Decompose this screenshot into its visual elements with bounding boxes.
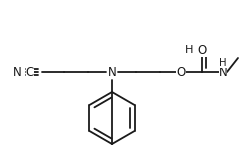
Text: N: N (13, 66, 22, 79)
Text: H: H (219, 58, 227, 68)
Text: N: N (219, 66, 227, 79)
Text: O: O (197, 44, 207, 56)
Text: H: H (184, 45, 193, 55)
Text: O: O (176, 66, 186, 79)
Text: N: N (108, 66, 116, 79)
Text: C: C (26, 66, 34, 79)
